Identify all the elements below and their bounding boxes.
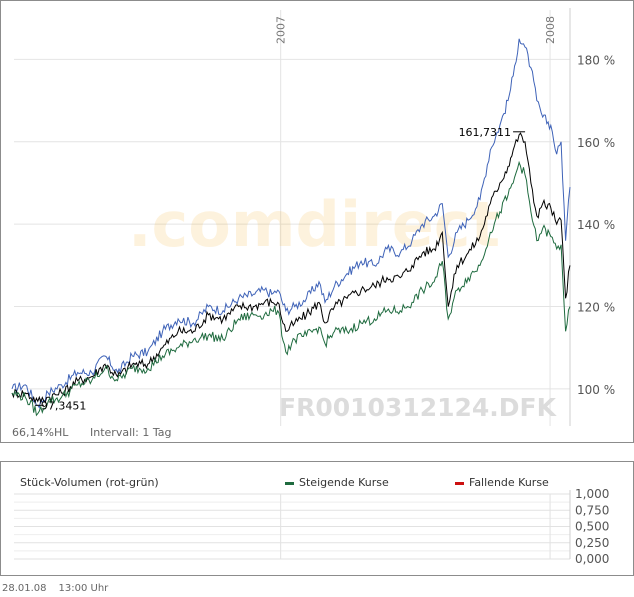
legend-rising-label: Steigende Kurse — [299, 476, 389, 489]
legend-swatch-falling — [455, 482, 464, 485]
min-label: 97,3451 — [41, 399, 86, 412]
hl-range-label: 66,14%HL — [12, 426, 69, 439]
vol-y-tick-label: 0,500 — [575, 520, 609, 534]
legend-falling-label: Fallende Kurse — [469, 476, 549, 489]
price-series — [11, 38, 571, 417]
x-axis-ticks: 2007 2008 — [275, 16, 557, 44]
vol-y-tick-label: 0,000 — [575, 552, 609, 566]
footer: 28.01.08 13:00 Uhr — [2, 583, 120, 594]
series-line-low — [11, 160, 571, 417]
vol-y-tick-label: 1,000 — [575, 487, 609, 501]
instrument-label: FR0010312124.DFK — [279, 393, 558, 422]
y-tick-label: 160 % — [577, 136, 615, 150]
y-tick-label: 100 % — [577, 383, 615, 397]
vol-y-tick-label: 0,250 — [575, 536, 609, 550]
vol-y-tick-label: 0,750 — [575, 503, 609, 517]
price-chart-panel — [0, 0, 634, 443]
y-tick-label: 180 % — [577, 53, 615, 67]
y-tick-label: 120 % — [577, 301, 615, 315]
interval-label: Intervall: 1 Tag — [90, 426, 172, 439]
volume-title: Stück-Volumen (rot-grün) — [20, 476, 159, 489]
price-annotations: 97,3451 161,7311 — [34, 126, 526, 412]
volume-y-ticks: 1,000 0,750 0,500 0,250 0,000 — [575, 487, 609, 566]
x-tick-label: 2008 — [544, 16, 557, 44]
volume-grid — [14, 490, 571, 560]
y-tick-label: 140 % — [577, 218, 615, 232]
year-gridlines — [280, 10, 551, 426]
watermark-text: .comdirect — [128, 188, 500, 261]
series-line-high — [11, 38, 571, 409]
footer-time: 13:00 Uhr — [58, 583, 109, 594]
max-label: 161,7311 — [459, 126, 512, 139]
footer-date: 28.01.08 — [2, 583, 47, 594]
x-tick-label: 2007 — [275, 16, 288, 44]
y-axis-ticks: 100 % 120 % 140 % 160 % 180 % — [577, 53, 615, 397]
legend-swatch-rising — [285, 482, 294, 485]
